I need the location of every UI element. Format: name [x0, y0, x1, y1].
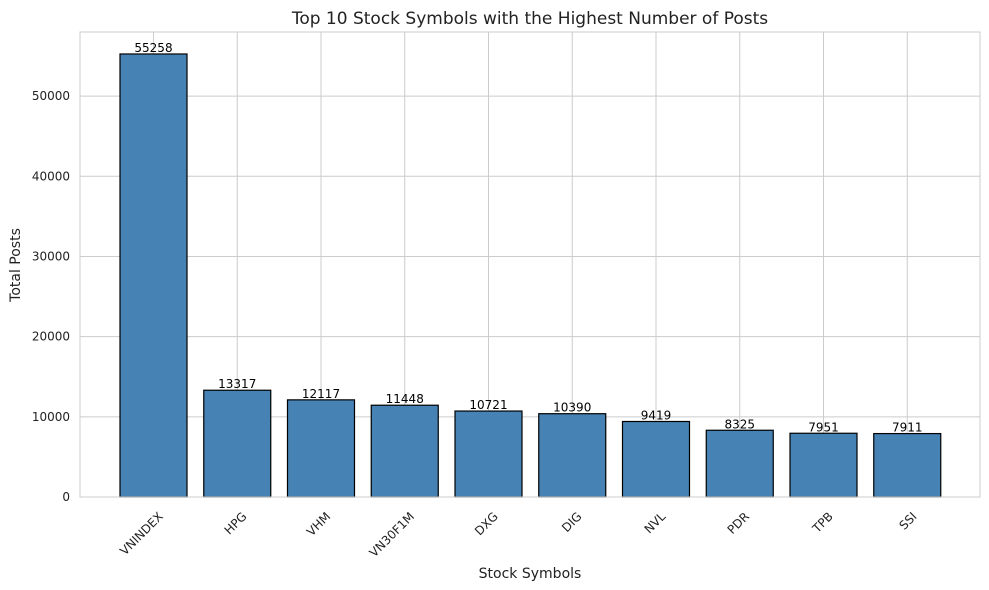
bar-dxg — [454, 410, 523, 498]
bar-dig — [538, 413, 607, 498]
bar-value-label: 10721 — [469, 398, 507, 412]
x-tick-label: NVL — [642, 509, 669, 536]
x-tick-label: HPG — [222, 509, 250, 537]
bar-value-label: 55258 — [134, 41, 172, 55]
bar-value-label: 8325 — [724, 417, 755, 431]
x-axis-label: Stock Symbols — [479, 566, 582, 582]
y-tick-label: 40000 — [32, 169, 70, 183]
bar-pdr — [705, 429, 774, 498]
plot-frame — [79, 31, 981, 498]
bar-value-label: 12117 — [302, 387, 340, 401]
value-labels: 55258 13317 12117 11448 10721 10390 9419 8325 79… — [134, 41, 922, 435]
x-tick-label: VN30F1M — [367, 509, 417, 559]
bar-hpg — [203, 389, 272, 498]
x-tick-label: SSI — [896, 509, 919, 532]
x-tick-label: DXG — [472, 509, 501, 538]
x-tick-label: PDR — [725, 509, 752, 536]
bar-vn30f1m — [370, 404, 439, 498]
x-axis-ticks: VNINDEX HPG VHM VN30F1M DXG DIG NVL PDR TPB SSI — [117, 509, 919, 560]
y-tick-label: 0 — [62, 490, 70, 504]
x-tick-label: VHM — [304, 509, 333, 538]
grid-lines — [80, 32, 980, 498]
x-tick-label: DIG — [559, 509, 585, 535]
x-tick-label: VNINDEX — [117, 509, 166, 558]
y-tick-label: 50000 — [32, 89, 70, 103]
bar-tpb — [789, 432, 858, 498]
bar-vnindex — [119, 53, 188, 498]
y-axis-label: Total Posts — [8, 228, 24, 303]
bar-value-label: 7951 — [808, 420, 839, 434]
y-tick-label: 10000 — [32, 410, 70, 424]
bar-ssi — [873, 432, 942, 498]
y-tick-label: 30000 — [32, 249, 70, 263]
y-tick-label: 20000 — [32, 330, 70, 344]
y-axis-ticks: 0 10000 20000 30000 40000 50000 — [32, 89, 70, 504]
bar-nvl — [621, 420, 691, 498]
bar-value-label: 7911 — [892, 421, 923, 435]
bar-value-label: 9419 — [641, 408, 672, 422]
bar-value-label: 11448 — [386, 392, 424, 406]
bar-value-label: 10390 — [553, 401, 591, 415]
bar-vhm — [286, 399, 356, 498]
bar-value-label: 13317 — [218, 377, 256, 391]
x-tick-label: TPB — [809, 509, 836, 536]
chart-title: Top 10 Stock Symbols with the Highest Nu… — [291, 9, 768, 29]
bars — [119, 53, 942, 498]
